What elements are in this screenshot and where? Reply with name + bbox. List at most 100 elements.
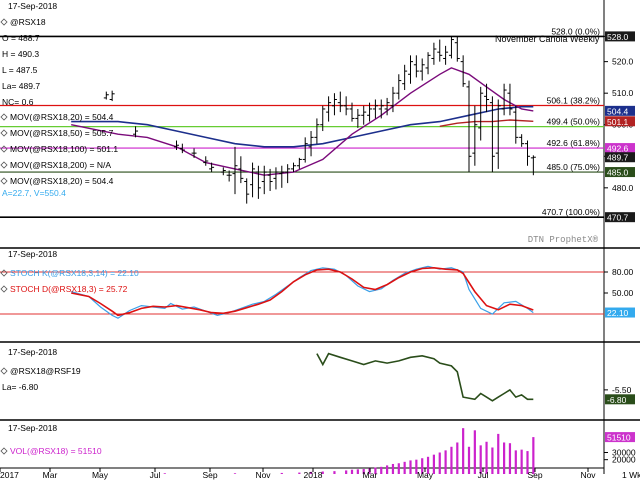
price-axis-tag: 528.0 xyxy=(607,32,629,42)
ohlc-bar xyxy=(431,43,436,65)
legend-diamond xyxy=(1,270,7,276)
stoch-legend-date: 17-Sep-2018 xyxy=(8,249,57,259)
x-tick-label: Nov xyxy=(580,470,596,480)
ohlc-bar xyxy=(414,55,419,77)
ma-legend-label: MOV(@RSX18,50) = 505.7 xyxy=(10,128,114,138)
ohlc-bar xyxy=(361,106,366,125)
ohlc-bar xyxy=(490,96,495,172)
stoch-value-tag: 22.10 xyxy=(607,308,629,318)
x-tick-label: Nov xyxy=(255,470,271,480)
ohlc-bar xyxy=(449,36,454,58)
ohlc-bar xyxy=(285,164,290,183)
ma-legend-label: MOV(@RSX18,20) = 504.4 xyxy=(10,112,114,122)
x-tick-label: 2017 xyxy=(0,470,19,480)
spread-symbol: @RSX18@RSF19 xyxy=(10,366,81,376)
ma-legend-label: MOV(@RSX18,200) = N/A xyxy=(10,160,111,170)
ohlc-bar xyxy=(250,163,255,198)
ohlc-bar xyxy=(297,158,302,169)
ohlc-bar xyxy=(233,147,238,194)
spread-value-tag: -6.80 xyxy=(607,395,627,405)
ma100-line xyxy=(440,120,534,126)
ohlc-bar xyxy=(314,118,319,143)
x-tick-label: May xyxy=(92,470,109,480)
ohlc-bar xyxy=(379,99,384,118)
ohlc-bar xyxy=(110,91,115,101)
ohlc-bar xyxy=(443,46,448,65)
spread-legend-date: 17-Sep-2018 xyxy=(8,347,57,357)
fib-label: 506.1 (38.2%) xyxy=(547,95,601,105)
ohlc-bar xyxy=(221,167,226,175)
ohlc-bar xyxy=(244,178,249,203)
price-quote-line: H = 490.3 xyxy=(2,49,39,59)
spread-line xyxy=(317,354,533,401)
price-axis-tag: 485.0 xyxy=(607,168,629,178)
ohlc-bar xyxy=(104,92,109,100)
ohlc-bar xyxy=(437,40,442,62)
legend-diamond xyxy=(1,448,7,454)
x-tick-label: Sep xyxy=(527,470,542,480)
ohlc-bar xyxy=(273,167,278,189)
x-tick-label: May xyxy=(417,470,434,480)
price-y-tick-label: 520.0 xyxy=(612,57,634,67)
price-axis-tag: 489.7 xyxy=(607,153,629,163)
ohlc-bar xyxy=(507,84,512,116)
chart-title: November Canola Weekly xyxy=(495,34,600,44)
price-legend-symbol: @RSX18 xyxy=(10,17,46,27)
ma-legend-diamond xyxy=(1,162,7,168)
stoch-y-tick-label: 50.00 xyxy=(612,288,634,298)
price-quote-line: O = 488.7 xyxy=(2,33,40,43)
x-tick-label: Jul xyxy=(478,470,489,480)
fib-label: 485.0 (75.0%) xyxy=(547,162,601,172)
vol-value-tag: 51510 xyxy=(607,433,631,443)
spread-y-tick-label: -5.50 xyxy=(612,385,632,395)
price-axis-tag: 501.1 xyxy=(607,117,629,127)
x-tick-label: Mar xyxy=(43,470,58,480)
spread-la-label: La= -6.80 xyxy=(2,382,38,392)
x-tick-label: Jul xyxy=(150,470,161,480)
ohlc-bar xyxy=(303,137,308,162)
ohlc-bar xyxy=(373,99,378,118)
ohlc-bar xyxy=(309,131,314,156)
fib-label: 470.7 (100.0%) xyxy=(542,207,600,217)
stoch-d-label: STOCH D(@RSX18,3) = 25.72 xyxy=(10,284,128,294)
ohlc-bar xyxy=(338,92,343,113)
x-tick-label: Mar xyxy=(363,470,378,480)
ohlc-bar xyxy=(513,106,518,144)
ohlc-bar xyxy=(426,52,431,74)
ohlc-bar xyxy=(396,74,401,99)
x-tick-label: 2018 xyxy=(304,470,323,480)
ma-legend-label: MOV(@RSX18,100) = 501.1 xyxy=(10,144,118,154)
legend-diamond xyxy=(1,368,7,374)
stoch-d-line xyxy=(71,268,533,316)
ma-legend-diamond xyxy=(1,114,7,120)
ohlc-bar xyxy=(326,96,331,121)
ma-legend-diamond xyxy=(1,130,7,136)
ohlc-bar xyxy=(256,166,261,199)
ohlc-bar xyxy=(525,141,530,166)
fib-label: 492.6 (61.8%) xyxy=(547,138,601,148)
price-legend-date: 17-Sep-2018 xyxy=(8,1,57,11)
ohlc-bar xyxy=(455,36,460,61)
vol-y-tick-label: 30000 xyxy=(612,448,636,458)
price-y-tick-label: 480.0 xyxy=(612,183,634,193)
ohlc-bar xyxy=(402,65,407,90)
price-quote-line: L = 487.5 xyxy=(2,65,38,75)
x-tick-label: 1 Wk xyxy=(622,470,640,480)
stoch-y-tick-label: 80.00 xyxy=(612,267,634,277)
price-axis-tag: 504.4 xyxy=(607,106,629,116)
vol-legend-date: 17-Sep-2018 xyxy=(8,423,57,433)
fib-label: 499.4 (50.0%) xyxy=(547,117,601,127)
ohlc-bar xyxy=(420,58,425,80)
x-tick-label: Sep xyxy=(202,470,217,480)
price-av-text: A=22.7, V=550.4 xyxy=(2,188,66,198)
stoch-k-label: STOCH K(@RSX18,3,14) = 22.10 xyxy=(10,268,139,278)
ma-legend-label: MOV(@RSX18,20) = 504.4 xyxy=(10,176,114,186)
ohlc-bar xyxy=(332,93,337,115)
ohlc-bar xyxy=(502,84,507,116)
price-quote-line: NC= 0.6 xyxy=(2,97,34,107)
price-quote-line: La= 489.7 xyxy=(2,81,40,91)
watermark: DTN ProphetX® xyxy=(528,235,599,245)
price-axis-tag: 470.7 xyxy=(607,213,629,223)
ohlc-bar xyxy=(320,106,325,131)
